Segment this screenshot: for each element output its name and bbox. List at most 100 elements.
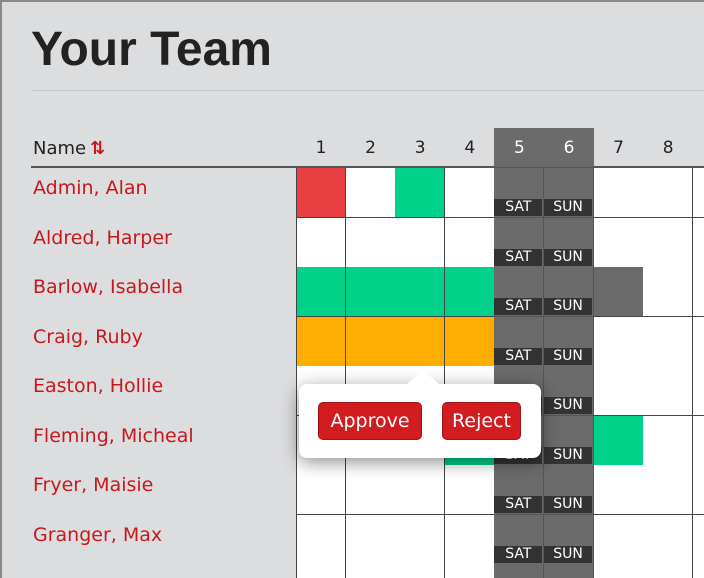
day-cell[interactable]: [692, 564, 704, 578]
day-cell[interactable]: [345, 217, 396, 268]
day-cell-pending[interactable]: [345, 316, 396, 367]
employee-name-link[interactable]: Aldred, Harper: [33, 226, 172, 249]
day-cell[interactable]: SUN: [544, 366, 594, 416]
day-cell[interactable]: [345, 564, 396, 578]
day-cell[interactable]: [345, 465, 396, 515]
day-cell-approved[interactable]: [395, 168, 446, 218]
day-cell-approved[interactable]: [296, 267, 346, 317]
day-cell[interactable]: [643, 415, 694, 466]
day-cell[interactable]: SAT: [494, 217, 545, 268]
day-cell[interactable]: [593, 217, 644, 268]
approve-button[interactable]: Approve: [318, 402, 422, 440]
employee-name-link[interactable]: Easton, Hollie: [33, 375, 164, 397]
approval-popup: Approve Reject: [299, 370, 541, 458]
day-cell[interactable]: [593, 564, 644, 578]
day-cell[interactable]: [692, 514, 704, 565]
employee-name-link[interactable]: Fryer, Maisie: [33, 474, 154, 496]
day-cell[interactable]: [296, 217, 346, 268]
day-cell[interactable]: [296, 465, 346, 515]
employee-name-link[interactable]: Craig, Ruby: [33, 325, 143, 348]
weekend-label: SAT: [494, 496, 543, 513]
day-cell[interactable]: [692, 366, 704, 416]
day-cell[interactable]: [593, 316, 644, 367]
sort-arrows-icon[interactable]: ⇅: [90, 138, 106, 159]
weekend-label: SAT: [494, 545, 543, 563]
day-cell[interactable]: [444, 465, 495, 515]
day-cell[interactable]: [296, 564, 346, 578]
day-cell[interactable]: [444, 168, 495, 218]
name-header-label: Name: [33, 138, 87, 159]
day-cell[interactable]: [395, 564, 446, 578]
day-cell[interactable]: [593, 514, 644, 565]
day-cell[interactable]: [593, 168, 644, 218]
day-cell[interactable]: [395, 514, 446, 565]
employee-name-link[interactable]: Barlow, Isabella: [33, 276, 184, 298]
day-cell[interactable]: [395, 465, 446, 515]
day-cell[interactable]: SAT: [494, 267, 545, 317]
day-cell-pending[interactable]: [444, 316, 495, 367]
day-header: 8: [662, 138, 674, 158]
day-cell-pending[interactable]: [296, 316, 346, 367]
day-cell[interactable]: [692, 465, 704, 515]
day-cell[interactable]: [444, 514, 495, 565]
day-cell[interactable]: [593, 366, 644, 416]
employee-name-link[interactable]: Granger, Max: [33, 523, 163, 546]
day-cell[interactable]: [544, 564, 594, 578]
day-cell[interactable]: [444, 564, 495, 578]
day-cell[interactable]: [643, 168, 694, 218]
day-cell[interactable]: SUN: [544, 316, 594, 367]
day-cell[interactable]: SUN: [544, 168, 594, 218]
day-cell[interactable]: [643, 217, 694, 268]
weekend-label: SUN: [544, 397, 592, 414]
weekend-label: SUN: [544, 199, 592, 216]
day-cell[interactable]: [345, 514, 396, 565]
day-cell[interactable]: [692, 217, 704, 268]
employee-name-link[interactable]: Admin, Alan: [33, 177, 148, 199]
day-header: 6: [544, 128, 594, 167]
reject-button[interactable]: Reject: [442, 402, 521, 440]
day-header: 3: [414, 138, 426, 158]
day-header: [693, 128, 704, 167]
header-divider: [31, 166, 704, 168]
day-cell[interactable]: SUN: [544, 267, 594, 317]
day-cell[interactable]: [643, 564, 694, 578]
day-cell[interactable]: [692, 415, 704, 466]
day-cell-blocked[interactable]: [593, 267, 644, 317]
day-cell-rejected[interactable]: [296, 168, 346, 218]
day-cell-pending[interactable]: [395, 316, 446, 367]
day-cell[interactable]: SAT: [494, 514, 545, 565]
day-cell[interactable]: SAT: [494, 465, 545, 515]
day-cell[interactable]: SUN: [544, 514, 594, 565]
day-cell[interactable]: SUN: [544, 217, 594, 268]
day-cell[interactable]: SUN: [544, 465, 594, 515]
weekend-label: SAT: [494, 298, 543, 315]
day-header: 2: [365, 138, 376, 158]
day-cell-approved[interactable]: [593, 415, 644, 466]
day-cell-approved[interactable]: [395, 267, 446, 317]
day-cell-approved[interactable]: [444, 267, 495, 317]
day-cell[interactable]: SAT: [494, 316, 545, 367]
day-cell[interactable]: [643, 465, 694, 515]
day-cell[interactable]: [692, 168, 704, 218]
day-cell[interactable]: [643, 316, 694, 367]
weekend-label: SUN: [544, 496, 592, 513]
day-cell-approved[interactable]: [345, 267, 396, 317]
day-cell[interactable]: [345, 168, 396, 218]
day-cell[interactable]: [593, 465, 644, 515]
day-cell[interactable]: SAT: [494, 168, 545, 218]
day-cell[interactable]: [643, 514, 694, 565]
day-header: 5: [494, 128, 545, 167]
day-cell[interactable]: [444, 217, 495, 268]
day-cell[interactable]: [296, 514, 346, 565]
weekend-label: SAT: [494, 248, 543, 266]
day-cell[interactable]: [494, 564, 545, 578]
day-cell[interactable]: [643, 366, 694, 416]
day-cell[interactable]: [692, 267, 704, 317]
day-cell[interactable]: [643, 267, 694, 317]
day-cell[interactable]: SUN: [544, 415, 594, 466]
day-header: 4: [464, 138, 476, 158]
employee-name-link[interactable]: Fleming, Micheal: [33, 424, 194, 447]
day-cell[interactable]: [395, 217, 446, 268]
name-column-header[interactable]: Name ⇅: [33, 138, 105, 159]
day-cell[interactable]: [692, 316, 704, 367]
